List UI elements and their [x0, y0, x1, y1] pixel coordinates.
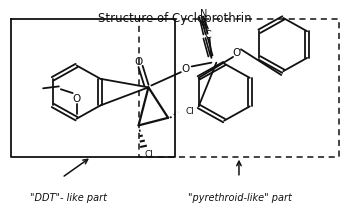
- Text: "DDT"- like part: "DDT"- like part: [30, 192, 107, 202]
- Text: Structure of Cycloprothrin: Structure of Cycloprothrin: [98, 12, 252, 25]
- Text: O: O: [134, 56, 143, 66]
- Text: Cl: Cl: [186, 106, 195, 115]
- Text: Cl: Cl: [145, 150, 153, 159]
- Text: C: C: [204, 30, 211, 40]
- Text: O: O: [232, 48, 240, 58]
- Text: O: O: [182, 64, 190, 74]
- Text: O: O: [72, 93, 81, 103]
- Text: "pyrethroid-like" part: "pyrethroid-like" part: [188, 192, 292, 202]
- Text: N: N: [200, 9, 207, 19]
